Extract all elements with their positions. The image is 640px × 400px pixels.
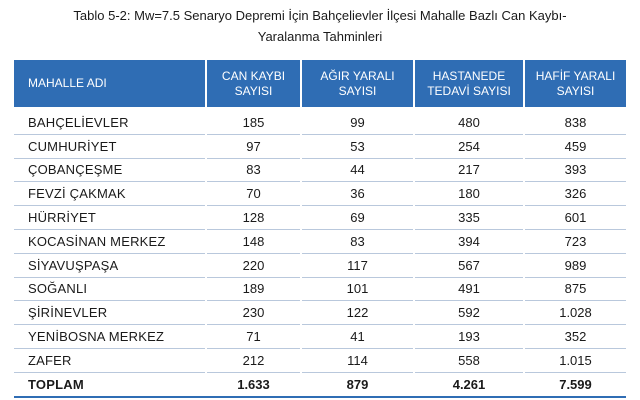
light-injuries-cell: 326	[523, 181, 626, 207]
header-label: CAN KAYBI	[221, 68, 286, 83]
total-light-injuries-cell: 7.599	[523, 372, 626, 398]
severe-injuries-cell: 44	[300, 158, 414, 183]
severe-injuries-cell: 117	[300, 253, 414, 278]
deaths-cell: 71	[205, 324, 301, 349]
header-neighborhood: MAHALLE ADI	[14, 60, 206, 109]
light-injuries-cell: 1.015	[523, 348, 626, 373]
hospital-treatment-cell: 558	[413, 348, 524, 373]
hospital-treatment-cell: 254	[413, 134, 524, 159]
hospital-treatment-cell: 180	[413, 181, 524, 207]
neighborhood-cell: ZAFER	[14, 348, 206, 373]
light-injuries-cell: 601	[523, 205, 626, 230]
table-row: SİYAVUŞPAŞA 220 117 567 989	[14, 253, 626, 278]
deaths-cell: 230	[205, 300, 301, 326]
severe-injuries-cell: 114	[300, 348, 414, 373]
severe-injuries-cell: 41	[300, 324, 414, 349]
total-label-cell: TOPLAM	[14, 372, 206, 398]
light-injuries-cell: 393	[523, 158, 626, 183]
table-row: ÇOBANÇEŞME 83 44 217 393	[14, 158, 626, 183]
table-row: CUMHURİYET 97 53 254 459	[14, 134, 626, 159]
table-row: FEVZİ ÇAKMAK 70 36 180 326	[14, 181, 626, 207]
header-severe-injuries: AĞIR YARALI SAYISI	[300, 60, 414, 109]
table-row: BAHÇELİEVLER 185 99 480 838	[14, 106, 626, 135]
total-hospital-treatment-cell: 4.261	[413, 372, 524, 398]
header-label: HAFİF YARALI	[535, 68, 616, 83]
header-label: SAYISI	[234, 83, 273, 98]
neighborhood-cell: HÜRRİYET	[14, 205, 206, 230]
deaths-cell: 212	[205, 348, 301, 373]
neighborhood-cell: KOCASİNAN MERKEZ	[14, 229, 206, 254]
neighborhood-cell: SİYAVUŞPAŞA	[14, 253, 206, 278]
table-caption: Tablo 5-2: Mw=7.5 Senaryo Depremi İçin B…	[0, 5, 640, 47]
hospital-treatment-cell: 394	[413, 229, 524, 254]
neighborhood-cell: BAHÇELİEVLER	[14, 106, 206, 135]
severe-injuries-cell: 53	[300, 134, 414, 159]
header-row: MAHALLE ADI CAN KAYBI SAYISI AĞIR YARALI…	[14, 60, 626, 109]
light-injuries-cell: 875	[523, 277, 626, 302]
light-injuries-cell: 352	[523, 324, 626, 349]
severe-injuries-cell: 36	[300, 181, 414, 207]
neighborhood-cell: SOĞANLI	[14, 277, 206, 302]
deaths-cell: 148	[205, 229, 301, 254]
header-label: SAYISI	[338, 83, 377, 98]
neighborhood-cell: CUMHURİYET	[14, 134, 206, 159]
severe-injuries-cell: 122	[300, 300, 414, 326]
header-label: MAHALLE ADI	[28, 76, 107, 90]
neighborhood-cell: ÇOBANÇEŞME	[14, 158, 206, 183]
neighborhood-cell: ŞİRİNEVLER	[14, 300, 206, 326]
neighborhood-cell: FEVZİ ÇAKMAK	[14, 181, 206, 207]
light-injuries-cell: 1.028	[523, 300, 626, 326]
table-row: KOCASİNAN MERKEZ 148 83 394 723	[14, 229, 626, 254]
total-severe-injuries-cell: 879	[300, 372, 414, 398]
hospital-treatment-cell: 335	[413, 205, 524, 230]
deaths-cell: 70	[205, 181, 301, 207]
header-hospital-treatment: HASTANEDE TEDAVİ SAYISI	[413, 60, 524, 109]
header-light-injuries: HAFİF YARALI SAYISI	[523, 60, 626, 109]
caption-line-2: Yaralanma Tahminleri	[257, 29, 383, 44]
severe-injuries-cell: 101	[300, 277, 414, 302]
table-row: ZAFER 212 114 558 1.015	[14, 348, 626, 373]
total-row: TOPLAM 1.633 879 4.261 7.599	[14, 372, 626, 398]
table-row: HÜRRİYET 128 69 335 601	[14, 205, 626, 230]
deaths-cell: 128	[205, 205, 301, 230]
deaths-cell: 83	[205, 158, 301, 183]
header-label: HASTANEDE	[432, 68, 506, 83]
deaths-cell: 97	[205, 134, 301, 159]
severe-injuries-cell: 83	[300, 229, 414, 254]
hospital-treatment-cell: 217	[413, 158, 524, 183]
hospital-treatment-cell: 491	[413, 277, 524, 302]
caption-line-1: Tablo 5-2: Mw=7.5 Senaryo Depremi İçin B…	[73, 8, 567, 23]
light-injuries-cell: 989	[523, 253, 626, 278]
header-deaths: CAN KAYBI SAYISI	[205, 60, 301, 109]
light-injuries-cell: 459	[523, 134, 626, 159]
hospital-treatment-cell: 592	[413, 300, 524, 326]
deaths-cell: 189	[205, 277, 301, 302]
hospital-treatment-cell: 193	[413, 324, 524, 349]
table-row: ŞİRİNEVLER 230 122 592 1.028	[14, 300, 626, 326]
hospital-treatment-cell: 567	[413, 253, 524, 278]
hospital-treatment-cell: 480	[413, 106, 524, 135]
total-deaths-cell: 1.633	[205, 372, 301, 398]
header-label: AĞIR YARALI	[320, 68, 395, 83]
severe-injuries-cell: 99	[300, 106, 414, 135]
deaths-cell: 185	[205, 106, 301, 135]
header-label: SAYISI	[556, 83, 595, 98]
neighborhood-cell: YENİBOSNA MERKEZ	[14, 324, 206, 349]
table-row: SOĞANLI 189 101 491 875	[14, 277, 626, 302]
light-injuries-cell: 838	[523, 106, 626, 135]
header-label: TEDAVİ SAYISI	[427, 83, 511, 98]
deaths-cell: 220	[205, 253, 301, 278]
severe-injuries-cell: 69	[300, 205, 414, 230]
light-injuries-cell: 723	[523, 229, 626, 254]
table-row: YENİBOSNA MERKEZ 71 41 193 352	[14, 324, 626, 349]
casualty-table: MAHALLE ADI CAN KAYBI SAYISI AĞIR YARALI…	[14, 60, 626, 398]
